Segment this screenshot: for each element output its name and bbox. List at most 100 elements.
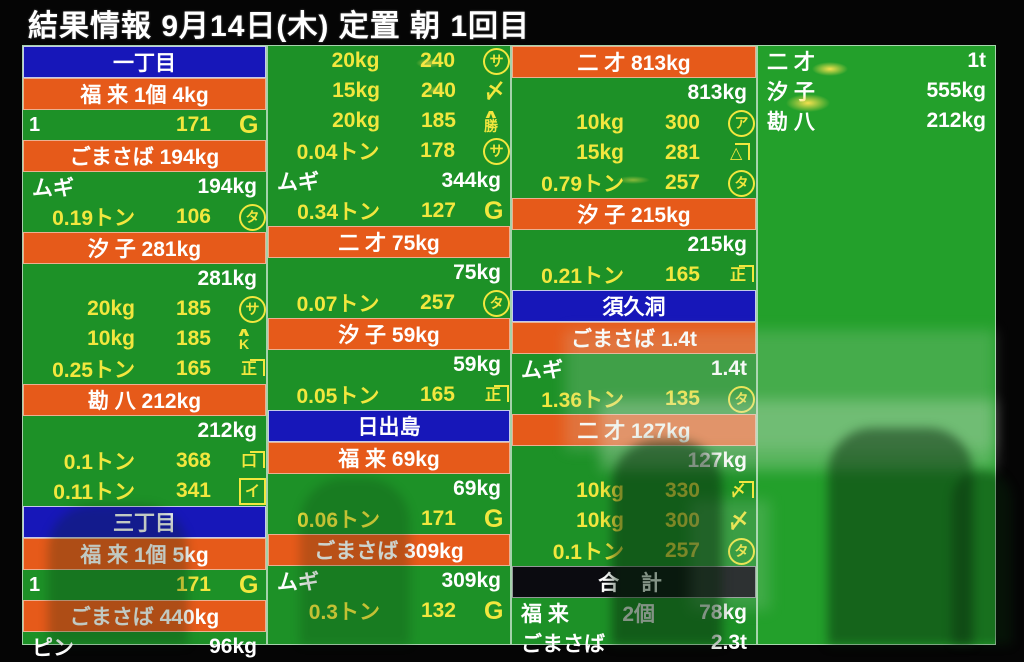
buyer-mark-circle-icon: タ	[728, 385, 755, 413]
mark-char: イ	[244, 482, 260, 500]
subtotal-row: ムギ 309kg	[268, 566, 510, 596]
header-label: ごまさば 194kg	[69, 146, 220, 169]
lot-count: 1	[29, 113, 41, 136]
mark-char: G	[484, 504, 504, 533]
quantity-value: 20kg	[331, 49, 380, 72]
bid-row: 0.1トン 368 口	[23, 446, 266, 476]
area-header: 日出島	[268, 410, 510, 442]
weight-value: 813kg	[687, 81, 747, 104]
weight-value: 1t	[967, 49, 986, 72]
bid-row: 1.36トン 135 タ	[512, 384, 756, 414]
count-value: 2個	[622, 603, 655, 626]
species-header: 二 才 75kg	[268, 226, 510, 258]
buyer-mark-yane-icon: ∧ 勝	[482, 106, 500, 133]
quantity-value: 1.36トン	[541, 389, 624, 412]
buyer-mark-kane-icon: 〆	[728, 481, 755, 501]
header-label: 二 才 813kg	[577, 52, 691, 75]
price-value: 171	[175, 113, 211, 136]
subtotal-row: ムギ 1.4t	[512, 354, 756, 384]
bid-row: 0.05トン 165 正	[268, 380, 510, 410]
bid-row: 0.04トン 178 サ	[268, 136, 511, 166]
quantity-value: 0.21トン	[541, 265, 624, 288]
quantity-value: 0.11トン	[53, 481, 135, 504]
buyer-mark-circle-icon: サ	[239, 295, 266, 323]
quantity-value: 0.06トン	[297, 509, 380, 532]
quantity-value: 20kg	[332, 109, 380, 132]
header-label: ごまさば 309kg	[314, 540, 464, 563]
area-header: 三丁目	[23, 506, 266, 538]
header-label: 汐 子 59kg	[338, 324, 440, 347]
mark-char: サ	[489, 53, 504, 69]
weight-value: 212kg	[197, 419, 257, 442]
buyer-mark-g-icon: G	[239, 570, 259, 599]
buyer-mark-g-icon: G	[484, 504, 504, 533]
species-label: 福 来	[521, 603, 569, 626]
bid-row: 0.3トン 132 G	[268, 596, 510, 626]
species-header: 福 来 1個 5kg	[23, 538, 266, 570]
subtotal-row: 281kg	[23, 264, 266, 294]
quantity-value: 0.34トン	[297, 201, 380, 224]
species-header: ごまさば 309kg	[268, 534, 510, 566]
header-label: 三丁目	[113, 512, 176, 535]
filler-row	[268, 626, 510, 656]
mark-char: G	[239, 570, 259, 599]
subtotal-row: 69kg	[268, 474, 510, 504]
buyer-mark-kane-icon: 正	[728, 265, 755, 285]
mark-char: 口	[240, 453, 257, 470]
buyer-mark-kane-icon: △	[728, 143, 751, 163]
price-value: 300	[664, 509, 700, 532]
mark-char: G	[239, 110, 259, 139]
quantity-value: 15kg	[332, 79, 380, 102]
weight-value: 344kg	[441, 169, 501, 192]
weight-value: 194kg	[197, 175, 257, 198]
price-value: 240	[420, 79, 456, 102]
weight-value: 59kg	[453, 353, 501, 376]
price-value: 185	[175, 297, 211, 320]
species-header: 二 才 813kg	[512, 46, 756, 78]
mark-char: 〆	[730, 483, 747, 500]
buyer-mark-circle-icon: サ	[483, 47, 511, 75]
mark-char: タ	[489, 295, 504, 311]
bid-row: 0.79トン 257 タ	[512, 168, 756, 198]
header-label: 合 計	[598, 572, 670, 595]
subtotal-row: ムギ 194kg	[23, 172, 266, 202]
quantity-value: 0.05トン	[296, 385, 380, 408]
bid-row: 20kg 240 サ	[268, 46, 511, 76]
bid-row: 0.19トン 106 タ	[23, 202, 266, 232]
species-label: ムギ	[277, 171, 319, 194]
header-label: 汐 子 215kg	[577, 204, 691, 227]
buyer-mark-plain-icon: 〆	[484, 81, 505, 102]
quantity-value: 20kg	[87, 297, 135, 320]
bid-row: 1 171 G	[23, 110, 266, 140]
species-header: 二 才 127kg	[512, 414, 756, 446]
buyer-mark-circle-icon: タ	[483, 289, 511, 317]
mark-char: 〆	[484, 79, 505, 103]
species-header: 福 来 1個 4kg	[23, 78, 266, 110]
header-label: 福 来 1個 4kg	[80, 84, 209, 107]
bid-row: 0.25トン 165 正	[23, 354, 266, 384]
mark-char: タ	[734, 391, 749, 407]
mark-char: 正	[730, 267, 747, 284]
header-label: 福 来 1個 5kg	[80, 544, 209, 567]
mark-char: タ	[245, 209, 260, 225]
bid-row: 20kg 185 ∧ 勝	[268, 106, 510, 136]
header-label: 二 才 75kg	[338, 232, 440, 255]
total-row: 福 来 2個 78kg	[512, 598, 756, 628]
column-3: 二 才 813kg 813kg 10kg 300 ア 15kg 281 △ 0.79トン 257 タ…	[511, 45, 757, 656]
weight-value: 212kg	[926, 109, 986, 132]
species-label: ムギ	[32, 177, 74, 200]
price-value: 185	[175, 327, 211, 350]
summary-row: 二 才 1t	[758, 46, 995, 76]
mark-char: タ	[734, 175, 749, 191]
roof-glyph: ∧	[482, 106, 500, 121]
species-label: ムギ	[277, 571, 319, 594]
bid-row: 20kg 185 サ	[23, 294, 266, 324]
quantity-value: 10kg	[576, 479, 624, 502]
price-value: 341	[175, 479, 211, 502]
price-value: 171	[420, 507, 456, 530]
header-label: ごまさば 1.4t	[570, 328, 698, 351]
buyer-mark-kane-icon: 正	[239, 359, 266, 379]
column-4: 二 才 1t 汐 子 555kg 勘 八 212kg	[757, 45, 996, 645]
bid-row: 10kg 185 ∧ K	[23, 324, 266, 354]
buyer-mark-kane-icon: 口	[239, 451, 266, 471]
